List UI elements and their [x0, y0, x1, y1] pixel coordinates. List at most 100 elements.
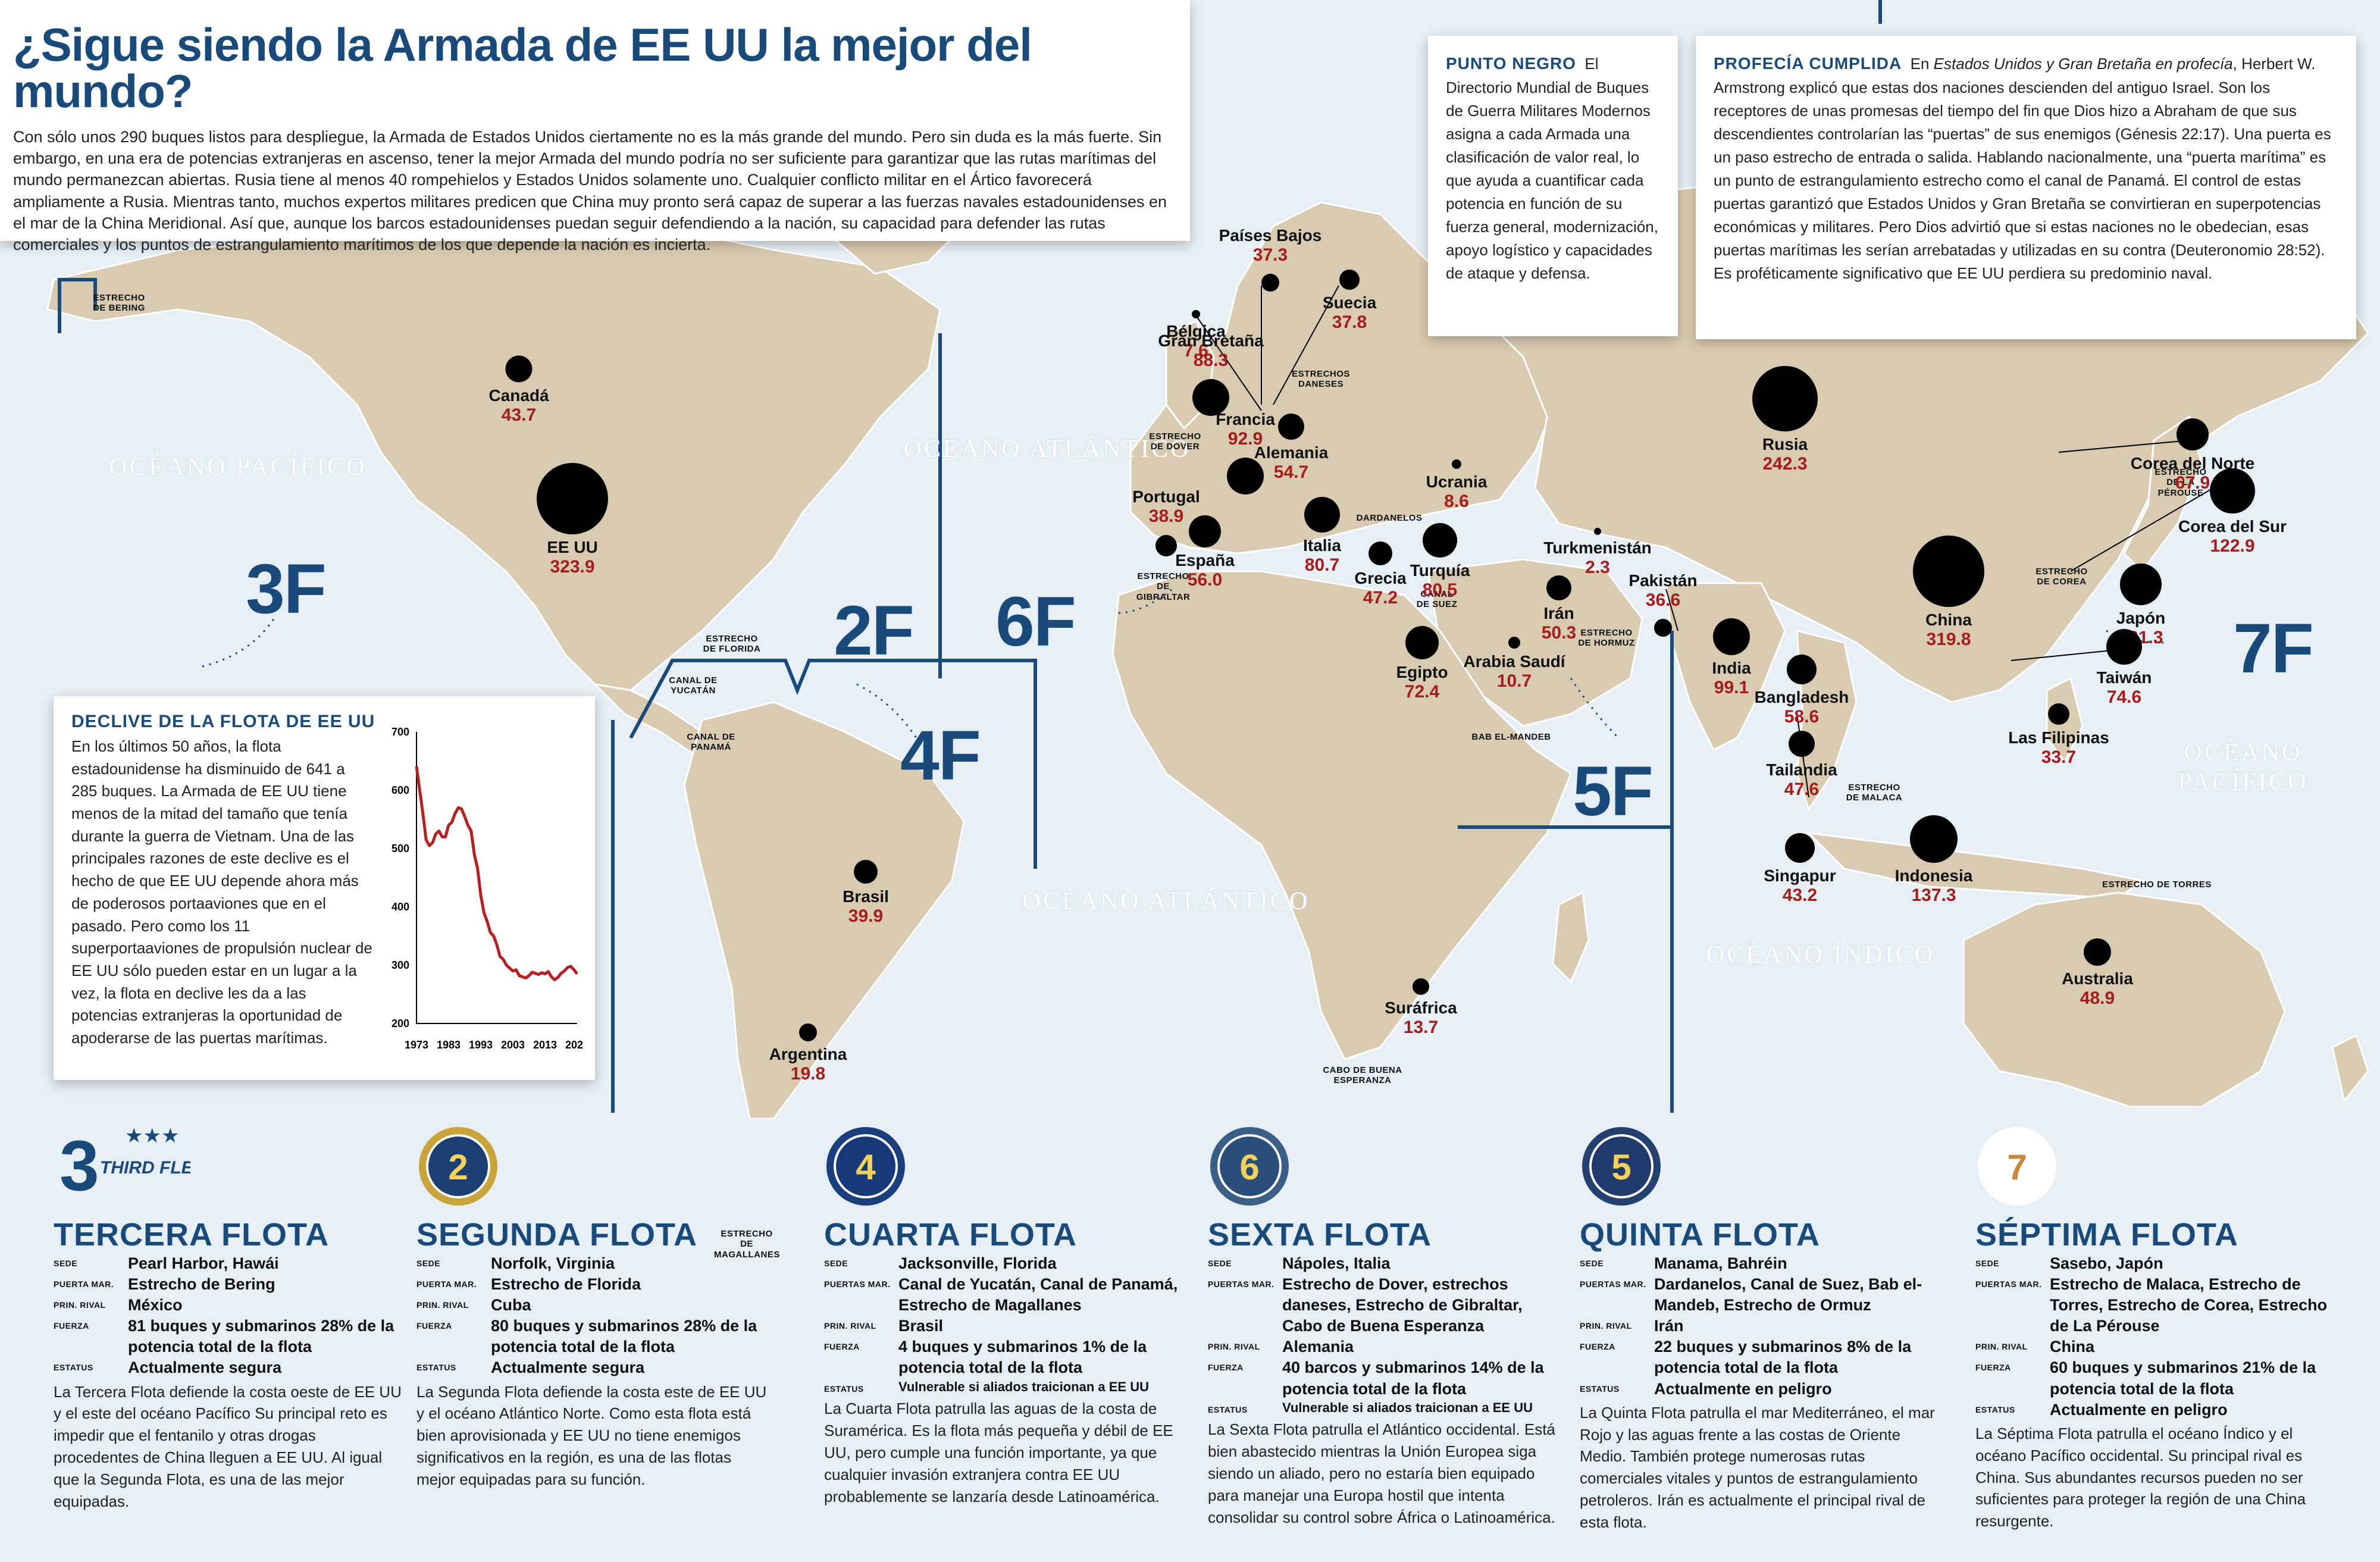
y-tick-label: 200 — [392, 1018, 409, 1029]
fleet-fuerza: 22 buques y submarinos 8% de la potencia… — [1654, 1338, 1912, 1377]
fleet-name: CUARTA FLOTA — [824, 1217, 1077, 1253]
y-tick-label: 500 — [392, 843, 409, 854]
fleet-rival-row: PRIN. RIVAL Irán — [1580, 1316, 1937, 1336]
row-key: PUERTA MAR. — [54, 1279, 114, 1289]
fleet-estatus-row: ESTATUS Vulnerable si aliados traicionan … — [1208, 1400, 1565, 1417]
country-value: 137.3 — [1911, 885, 1956, 906]
fleet-rival: México — [128, 1296, 183, 1314]
country-label: Argentina 19.8 — [769, 1045, 847, 1085]
svg-text:7: 7 — [2007, 1147, 2027, 1187]
ocean-label: OCÉANO ÍNDICO — [1706, 941, 1936, 969]
country-dot — [2048, 703, 2069, 725]
country-name: Portugal — [1132, 487, 1200, 506]
country-label: Singapur 43.2 — [1764, 866, 1836, 906]
fleet-fuerza: 81 buques y submarinos 28% de la potenci… — [128, 1317, 394, 1356]
fleet-rival: Brasil — [898, 1317, 944, 1335]
fleet-name: TERCERA FLOTA — [54, 1217, 329, 1253]
country-name: España — [1175, 551, 1235, 569]
strait-label: ESTRECHO DE MAGALLANES — [714, 1229, 780, 1260]
fleet-label-2f: 2F — [834, 591, 915, 670]
country-label: Suecia 37.8 — [1323, 293, 1376, 333]
country-dot — [1910, 815, 1958, 863]
third-fleet-logo: 3 ★★★ THIRD FLEET — [54, 1113, 405, 1208]
country-dot — [1785, 833, 1815, 863]
country-dot — [1654, 619, 1672, 637]
country-name: Brasil — [843, 887, 889, 906]
svg-text:4: 4 — [856, 1147, 876, 1187]
row-key: FUERZA — [824, 1342, 860, 1352]
fleet-puerta-row: PUERTA MAR. Estrecho de Florida — [416, 1274, 774, 1295]
strait-label: CANAL DE YUCATÁN — [669, 675, 718, 696]
country-value: 43.2 — [1782, 885, 1818, 906]
x-tick-label: 1983 — [437, 1039, 461, 1051]
ocean-label: OCÉANO ATLÁNTICO — [903, 436, 1191, 463]
row-key: ESTATUS — [824, 1383, 864, 1394]
fleet-fuerza-row: FUERZA 81 buques y submarinos 28% de la p… — [54, 1316, 405, 1357]
strait-label: ESTRECHOS DANESES — [1292, 369, 1350, 390]
country-value: 319.8 — [1926, 630, 1971, 650]
country-name: Egipto — [1396, 663, 1448, 681]
x-tick-label: 1993 — [469, 1039, 493, 1051]
svg-text:5: 5 — [1611, 1147, 1631, 1187]
country-value: 37.8 — [1332, 312, 1367, 333]
country-value: 43.7 — [501, 405, 537, 425]
country-name: Grecia — [1354, 569, 1407, 587]
fleet-puerta: Estrecho de Bering — [128, 1275, 275, 1294]
fleet-fuerza-row: FUERZA 4 buques y submarinos 1% de la pot… — [824, 1336, 1181, 1378]
strait-label: ESTRECHO DE HORMUZ — [1578, 628, 1635, 649]
fleet-puerta: Dardanelos, Canal de Suez, Bab el-Mandeb… — [1654, 1275, 1922, 1314]
fleet-sede: Norfolk, Virginia — [491, 1254, 615, 1272]
fleet-name: SÉPTIMA FLOTA — [1975, 1217, 2238, 1253]
fleet-puerta: Canal de Yucatán, Canal de Panamá, Estre… — [898, 1275, 1178, 1314]
row-key: PRIN. RIVAL — [1208, 1342, 1260, 1352]
country-dot — [1594, 528, 1601, 535]
country-name: Suráfrica — [1385, 998, 1457, 1017]
profecia-body-a: En — [1910, 55, 1934, 73]
fleet-sede: Manama, Bahréin — [1654, 1254, 1787, 1272]
strait-label: CANAL DE PANAMÁ — [687, 732, 735, 753]
decline-title: DECLIVE DE LA FLOTA DE EE UU — [71, 712, 375, 731]
row-key: ESTATUS — [54, 1363, 93, 1373]
fleet-seal: 2 — [416, 1113, 774, 1208]
boundary-3f-west — [58, 278, 97, 333]
fleet-estatus-row: ESTATUS Actualmente en peligro — [1975, 1400, 2332, 1420]
row-key: PRIN. RIVAL — [1975, 1342, 2028, 1352]
country-label: Rusia 242.3 — [1762, 435, 1808, 475]
country-dot — [1339, 270, 1360, 290]
country-label: Países Bajos 37.3 — [1219, 226, 1322, 266]
fleet-rival-row: PRIN. RIVAL México — [54, 1295, 405, 1316]
country-dot — [1278, 414, 1304, 440]
row-key: PRIN. RIVAL — [824, 1321, 876, 1331]
country-value: 48.9 — [2080, 988, 2115, 1009]
fleet-sede-row: SEDE Norfolk, Virginia — [416, 1253, 774, 1274]
country-dot — [1192, 379, 1229, 416]
strait-label: ESTRECHO DE GIBRALTAR — [1136, 571, 1191, 602]
row-key: SEDE — [1975, 1259, 2000, 1268]
decline-text: En los últimos 50 años, la flota estadou… — [71, 737, 372, 1047]
fleet-column: 3 ★★★ THIRD FLEET TERCERA FLOTA SEDE Pearl Ha… — [54, 1113, 405, 1513]
fleet-label-5f: 5F — [1573, 752, 1654, 831]
strait-label: ESTRECHO DE MALACA — [1846, 782, 1903, 803]
land-madagascar — [1552, 891, 1590, 984]
fleet-fuerza: 40 barcos y submarinos 14% de la potenci… — [1282, 1358, 1544, 1398]
profecia-text: PROFECÍA CUMPLIDA En Estados Unidos y Gr… — [1714, 51, 2338, 285]
country-dot — [1192, 310, 1200, 318]
row-key: FUERZA — [1975, 1363, 2011, 1373]
profecia-book: Estados Unidos y Gran Bretaña en profecí… — [1933, 55, 2233, 73]
fleet-seal: 6 — [1208, 1113, 1565, 1208]
fleet-estatus-row: ESTATUS Actualmente segura — [416, 1357, 774, 1378]
fleet-fuerza-row: FUERZA 60 buques y submarinos 21% de la p… — [1975, 1357, 2332, 1399]
country-name: Japón — [2116, 609, 2166, 627]
country-name: EE UU — [547, 538, 598, 556]
y-tick-label: 300 — [392, 959, 409, 971]
country-name: Bangladesh — [1754, 688, 1849, 706]
country-dot — [1405, 626, 1439, 659]
country-name: Turkmenistán — [1543, 539, 1652, 557]
fleet-estatus: Actualmente en peligro — [2050, 1400, 2228, 1419]
country-label: España 56.0 — [1175, 551, 1235, 591]
row-key: SEDE — [416, 1259, 441, 1268]
country-label: Brasil 39.9 — [843, 887, 889, 927]
land-new-zealand — [2331, 1034, 2369, 1103]
fleet-estatus: Vulnerable si aliados traicionan a EE UU — [898, 1379, 1149, 1394]
